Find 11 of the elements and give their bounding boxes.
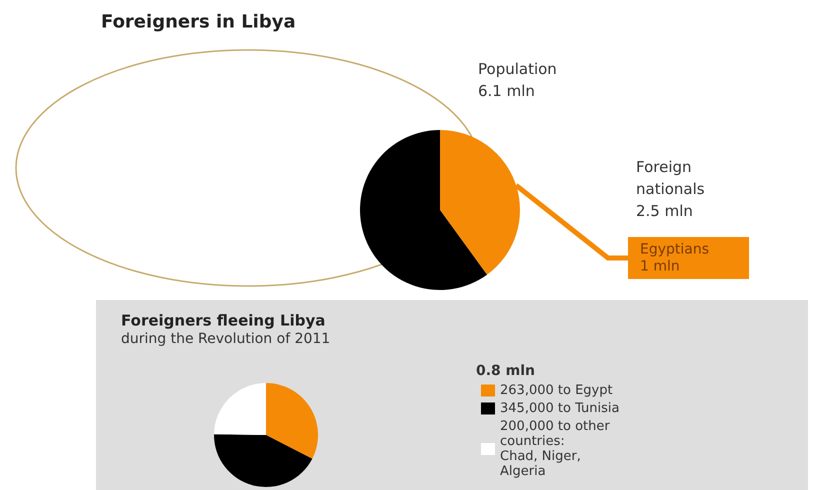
chart-title: Foreigners fleeing Libya bbox=[121, 312, 326, 330]
chart-subtitle: during the Revolution of 2011 bbox=[121, 331, 330, 347]
legend-label: 263,000 to Egypt bbox=[500, 383, 613, 398]
data-label: 1 mln bbox=[640, 258, 680, 274]
text: 0.8 mln bbox=[476, 363, 536, 379]
text: Foreigners in Libya bbox=[101, 12, 296, 32]
legend-label: 200,000 to other countries: Chad, Niger, Algeria bbox=[500, 419, 610, 479]
text: Foreign nationals 2.5 mln bbox=[636, 158, 705, 220]
slice-label: Egyptians bbox=[640, 242, 710, 258]
legend-label: 345,000 to Tunisia bbox=[500, 401, 620, 416]
text: Population 6.1 mln bbox=[478, 60, 557, 100]
